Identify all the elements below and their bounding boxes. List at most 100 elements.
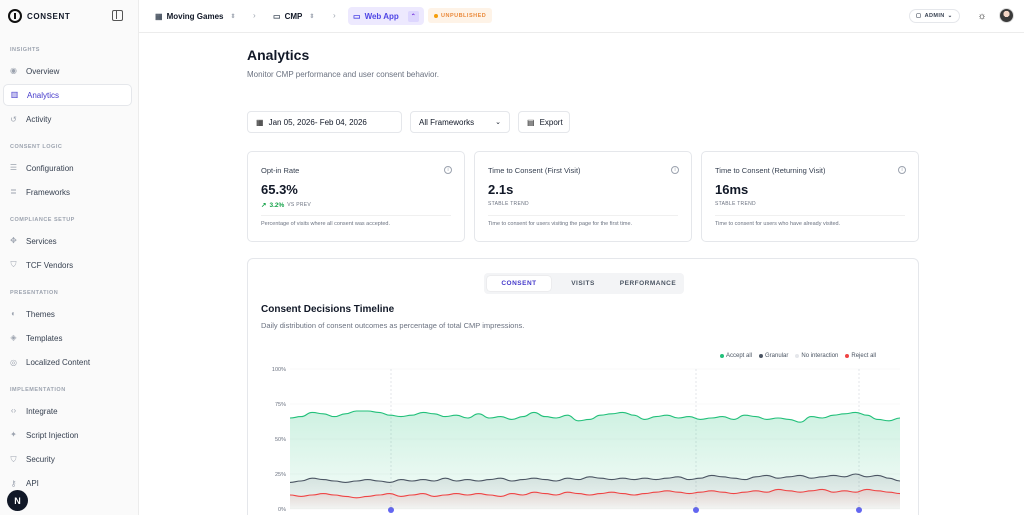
lock-icon: ▢ — [916, 13, 922, 19]
sidebar-item-label: Analytics — [27, 90, 60, 100]
tab-visits[interactable]: VISITS — [571, 280, 595, 287]
legend-label: Reject all — [851, 353, 877, 359]
trend-label: VS PREV — [287, 202, 312, 208]
folder-icon: ▭ — [273, 11, 281, 21]
analytics-panel: CONSENT VISITS PERFORMANCE Consent Decis… — [247, 258, 919, 515]
legend-item[interactable]: No interaction — [795, 353, 838, 359]
series-line-accept-all — [289, 410, 901, 423]
info-icon[interactable]: i — [898, 166, 906, 174]
sidebar-item-label: Configuration — [26, 163, 74, 173]
sidebar-item-tcf-vendors[interactable]: ⛉ TCF Vendors — [3, 254, 132, 276]
kpi-value: 2.1s — [488, 182, 514, 197]
legend-label: Granular — [765, 353, 789, 359]
sidebar-item-security[interactable]: ⛉ Security — [3, 449, 132, 471]
sidebar-item-activity[interactable]: ↺ Activity — [3, 109, 132, 131]
sidebar-item-script-injection[interactable]: ✦ Script Injection — [3, 424, 132, 446]
breadcrumb-separator-icon: › — [333, 11, 336, 20]
tab-performance[interactable]: PERFORMANCE — [619, 280, 677, 287]
kpi-title: Opt-in Rate — [261, 166, 300, 175]
sidebar-item-label: Localized Content — [26, 358, 91, 368]
y-tick-label: 100% — [272, 367, 286, 373]
sidebar-item-label: Security — [26, 455, 55, 465]
legend-swatch — [720, 354, 724, 358]
legend-swatch — [795, 354, 800, 358]
nav-section-label: IMPLEMENTATION — [10, 387, 66, 393]
sidebar-item-themes[interactable]: ◐ Themes — [3, 303, 132, 325]
y-tick-label: 0% — [278, 507, 286, 513]
legend-item[interactable]: Granular — [759, 353, 788, 359]
eye-icon: ◉ — [10, 66, 17, 75]
role-text: ADMIN — [924, 13, 945, 19]
status-text: UNPUBLISHED — [441, 12, 487, 19]
kpi-description: Time to consent for users who have alrea… — [715, 221, 841, 227]
y-tick-label: 25% — [275, 472, 286, 478]
sidebar-item-integrate[interactable]: ‹› Integrate — [3, 400, 132, 422]
sidebar-item-services[interactable]: ✥ Services — [3, 230, 132, 252]
sun-icon[interactable]: ☼ — [977, 10, 987, 22]
kpi-trend: STABLE TREND — [715, 201, 756, 207]
info-icon[interactable]: i — [444, 166, 452, 174]
file-icon: ▤ — [527, 117, 535, 127]
user-avatar[interactable] — [999, 8, 1014, 23]
kpi-title: Time to Consent (First Visit) — [488, 166, 581, 175]
sidebar-item-label: Frameworks — [26, 187, 71, 197]
calendar-icon: ▦ — [256, 117, 264, 127]
sidebar-item-label: Activity — [26, 115, 52, 125]
legend-item[interactable]: Reject all — [845, 353, 876, 359]
chevron-down-icon: ⌄ — [947, 13, 953, 19]
card-divider — [261, 215, 451, 216]
sidebar-item-label: TCF Vendors — [26, 260, 74, 270]
trend-label: STABLE TREND — [488, 201, 529, 207]
sidebar-item-api[interactable]: ⚷ API — [3, 473, 132, 495]
kpi-trend: ↗ 3.2% VS PREV — [261, 201, 312, 210]
legend-item[interactable]: Accept all — [720, 353, 752, 359]
org-switcher[interactable]: ▦ Moving Games ⇕ — [155, 7, 236, 25]
trend-value: 3.2% — [269, 201, 285, 209]
sidebar-toggle-icon[interactable] — [112, 10, 123, 21]
shield-check-icon: ⛉ — [10, 454, 17, 464]
kpi-card: Time to Consent (First Visit) i 2.1s STA… — [474, 151, 692, 242]
role-selector[interactable]: ▢ ADMIN ⌄ — [909, 9, 960, 23]
sidebar-item-analytics[interactable]: ▥ Analytics — [3, 84, 132, 107]
kpi-title: Time to Consent (Returning Visit) — [715, 166, 826, 175]
monitor-icon: ▭ — [353, 11, 361, 21]
framework-select[interactable]: All Frameworks ⌄ — [410, 111, 510, 133]
code-icon: ‹› — [10, 406, 17, 415]
app-shortcut-badge: ⌃ — [407, 10, 419, 22]
status-dot-icon — [434, 13, 438, 18]
kpi-card: Time to Consent (Returning Visit) i 16ms… — [701, 151, 919, 242]
sidebar-item-frameworks[interactable]: ≣ Frameworks — [3, 181, 132, 203]
tab-consent[interactable]: CONSENT — [487, 276, 551, 291]
chevron-down-icon: ⌄ — [495, 119, 501, 126]
sidebar-item-overview[interactable]: ◉ Overview — [3, 60, 132, 82]
export-button[interactable]: ▤ Export — [518, 111, 570, 133]
sidebar-item-localized-content[interactable]: ◎ Localized Content — [3, 352, 132, 374]
sidebar-item-configuration[interactable]: ☰ Configuration — [3, 157, 132, 179]
brand-logo[interactable]: CONSENT — [8, 9, 70, 23]
nav-section-label: INSIGHTS — [10, 47, 40, 53]
brand-name: CONSENT — [27, 11, 71, 21]
sidebar-item-label: Services — [26, 236, 57, 246]
kpi-value: 65.3% — [261, 182, 298, 197]
project-name: CMP — [284, 11, 303, 21]
breadcrumb-separator-icon: › — [253, 11, 256, 20]
consent-logo-icon — [8, 9, 22, 23]
topbar: ▦ Moving Games ⇕ › ▭ CMP ⇕ › ▭ Web App ⌃… — [139, 0, 1024, 33]
sidebar-item-templates[interactable]: ◈ Templates — [3, 327, 132, 349]
bar-chart-icon: ▥ — [10, 90, 19, 100]
trend-label: STABLE TREND — [715, 201, 756, 207]
export-label: Export — [539, 117, 563, 127]
key-icon: ⚷ — [10, 478, 17, 488]
date-range-picker[interactable]: ▦ Jan 05, 2026- Feb 04, 2026 — [247, 111, 402, 133]
sidebar-item-label: Integrate — [26, 406, 58, 416]
info-icon[interactable]: i — [671, 166, 679, 174]
card-divider — [715, 215, 905, 216]
sidebar: CONSENT INSIGHTS ◉ Overview ▥ Analytics ↺ Acti… — [0, 0, 139, 515]
puzzle-icon: ✥ — [10, 236, 17, 245]
page-subtitle: Monitor CMP performance and user consent… — [247, 70, 439, 79]
chart-legend: Accept all Granular No interaction Reject a… — [720, 353, 876, 359]
app-switcher[interactable]: ▭ Web App ⌃ — [348, 7, 424, 25]
history-icon: ↺ — [10, 114, 17, 124]
project-switcher[interactable]: ▭ CMP ⇕ — [273, 7, 314, 25]
user-avatar-button[interactable]: N — [7, 490, 28, 511]
